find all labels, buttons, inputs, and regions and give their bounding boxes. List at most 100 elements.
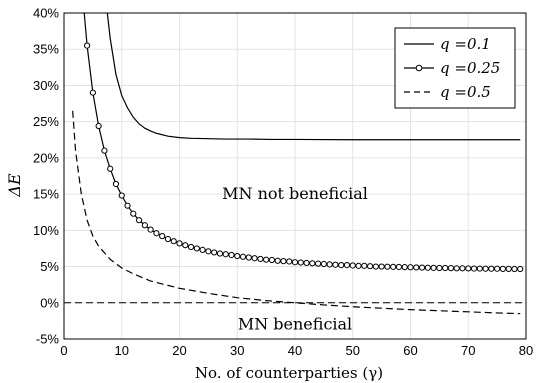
annotation-not-beneficial: MN not beneficial (222, 184, 368, 203)
y-tick-label: -5% (36, 332, 60, 347)
x-tick-label: 40 (288, 343, 302, 358)
y-tick-label: 20% (33, 150, 59, 165)
series-point-1 (315, 260, 322, 267)
series-point-1 (159, 233, 166, 240)
y-tick-label: 5% (40, 259, 59, 274)
series-point-1 (245, 254, 252, 261)
series-point-1 (216, 250, 224, 257)
series-point-1 (372, 263, 379, 270)
series-point-1 (430, 264, 437, 271)
series-line-2 (72, 110, 521, 315)
series-point-1 (517, 265, 524, 273)
series-point-1 (303, 259, 310, 267)
series-point-1 (112, 180, 120, 188)
series-point-1 (442, 264, 449, 272)
series-point-1 (326, 261, 333, 268)
series-point-1 (84, 42, 91, 49)
series-point-1 (488, 265, 495, 272)
legend-label-q05: q =0.5 (440, 83, 491, 101)
series-point-1 (390, 263, 397, 270)
series-point-1 (182, 242, 189, 249)
series-point-1 (384, 263, 391, 270)
y-tick-label: 0% (40, 295, 59, 310)
series-point-1 (470, 265, 478, 272)
y-tick-labels: -5% 0% 5% 10% 15% 20% 25% 30% 35% 40% (33, 6, 59, 347)
series-point-1 (170, 238, 177, 245)
legend-label-q025: q =0.25 (440, 59, 500, 77)
series-point-1 (286, 258, 293, 265)
series-point-1 (176, 240, 183, 247)
series-point-1 (141, 222, 148, 229)
series-point-1 (187, 243, 195, 251)
plot-frame (63, 12, 527, 340)
y-tick-label: 30% (33, 78, 59, 93)
series-point-1 (361, 262, 368, 269)
series-point-1 (130, 210, 137, 217)
series-point-1 (211, 249, 218, 256)
annotation-beneficial: MN beneficial (238, 315, 352, 334)
series-point-1 (263, 256, 270, 263)
series-point-1 (395, 263, 403, 271)
legend-marker-q025 (415, 64, 423, 72)
series-point-1 (147, 226, 154, 233)
series-point-1 (499, 265, 506, 272)
series-point-1 (153, 230, 160, 237)
x-tick-label: 10 (115, 343, 129, 358)
series-point-1 (418, 264, 426, 271)
x-tick-label: 30 (230, 343, 244, 358)
series-point-1 (118, 192, 125, 199)
series-point-1 (482, 265, 489, 272)
series-point-1 (222, 251, 229, 258)
x-tick-label: 70 (461, 343, 475, 358)
series-point-1 (511, 265, 518, 273)
series-point-1 (505, 265, 512, 272)
series-point-1 (476, 265, 483, 272)
series-point-1 (257, 255, 264, 263)
y-tick-label: 15% (33, 187, 59, 202)
series-point-1 (355, 262, 362, 269)
series-point-1 (447, 265, 455, 272)
series-point-1 (320, 260, 327, 268)
series-point-1 (89, 89, 96, 96)
series-point-1 (297, 259, 304, 266)
y-tick-label: 40% (33, 6, 59, 21)
series-point-1 (424, 264, 431, 271)
series-point-1 (465, 265, 472, 272)
series-point-1 (280, 258, 287, 265)
series-point-1 (164, 235, 172, 243)
series-point-1 (101, 147, 108, 154)
series-point-1 (291, 259, 299, 266)
series-point-1 (453, 265, 460, 272)
series-point-1 (234, 252, 241, 260)
y-axis-label: ΔE (5, 173, 24, 198)
y-tick-label: 35% (33, 42, 59, 57)
series-point-1 (349, 262, 356, 269)
series-point-1 (193, 245, 200, 252)
series-point-1 (228, 251, 235, 259)
series-point-1 (95, 122, 102, 130)
series-point-1 (239, 253, 247, 260)
series-point-1 (268, 256, 275, 264)
x-tick-label: 20 (172, 343, 186, 358)
series-point-1 (199, 246, 206, 253)
series-line-0 (106, 12, 521, 141)
series-point-1 (459, 265, 466, 272)
legend-label-q01: q =0.1 (440, 35, 491, 53)
y-tick-label: 25% (33, 114, 59, 129)
series-point-1 (251, 255, 258, 262)
series-point-1 (494, 265, 501, 272)
series-point-1 (107, 165, 114, 172)
x-axis-label: No. of counterparties (γ) (195, 364, 383, 382)
series-point-1 (332, 261, 339, 268)
x-tick-label: 50 (346, 343, 360, 358)
series-point-1 (413, 264, 420, 271)
x-tick-label: 0 (60, 343, 67, 358)
legend-box (394, 27, 516, 109)
series-point-1 (338, 262, 345, 269)
series-point-1 (274, 257, 281, 264)
series-point-1 (436, 264, 443, 272)
series-point-1 (366, 263, 374, 270)
series-point-1 (135, 217, 143, 224)
y-tick-label: 10% (33, 223, 59, 238)
